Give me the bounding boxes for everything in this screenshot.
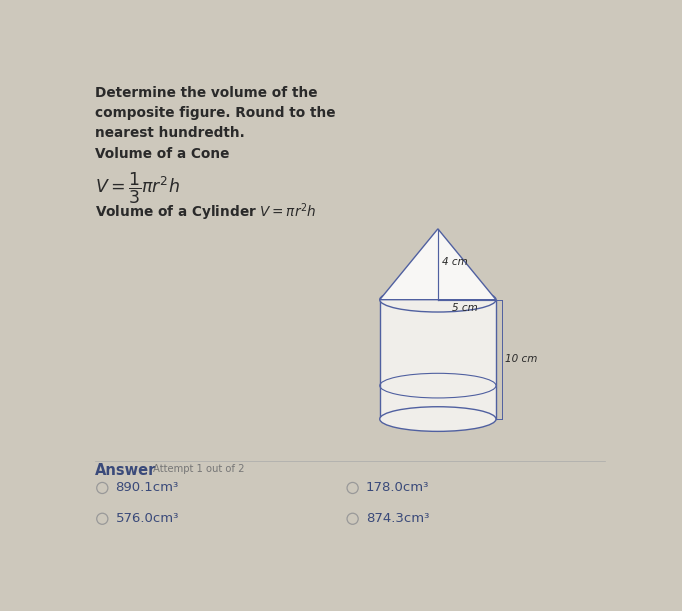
Text: 576.0cm³: 576.0cm³	[115, 512, 179, 525]
Ellipse shape	[380, 287, 496, 312]
Text: 178.0cm³: 178.0cm³	[366, 481, 429, 494]
Text: Attempt 1 out of 2: Attempt 1 out of 2	[153, 464, 245, 474]
Text: 890.1cm³: 890.1cm³	[115, 481, 179, 494]
Text: 4 cm: 4 cm	[442, 257, 467, 267]
Polygon shape	[380, 229, 496, 300]
Ellipse shape	[380, 407, 496, 431]
Text: 874.3cm³: 874.3cm³	[366, 512, 429, 525]
Text: 5 cm: 5 cm	[451, 303, 477, 313]
Text: $V=\dfrac{1}{3}\pi r^2h$: $V=\dfrac{1}{3}\pi r^2h$	[95, 170, 179, 206]
Text: Volume of a Cone: Volume of a Cone	[95, 147, 229, 161]
Text: composite figure. Round to the: composite figure. Round to the	[95, 106, 335, 120]
Text: 10 cm: 10 cm	[505, 354, 537, 364]
Polygon shape	[380, 300, 496, 419]
Text: Determine the volume of the: Determine the volume of the	[95, 86, 317, 100]
Text: Answer: Answer	[95, 463, 156, 478]
Text: Volume of a Cylinder $V=\pi r^2h$: Volume of a Cylinder $V=\pi r^2h$	[95, 201, 316, 222]
Text: nearest hundredth.: nearest hundredth.	[95, 126, 244, 141]
